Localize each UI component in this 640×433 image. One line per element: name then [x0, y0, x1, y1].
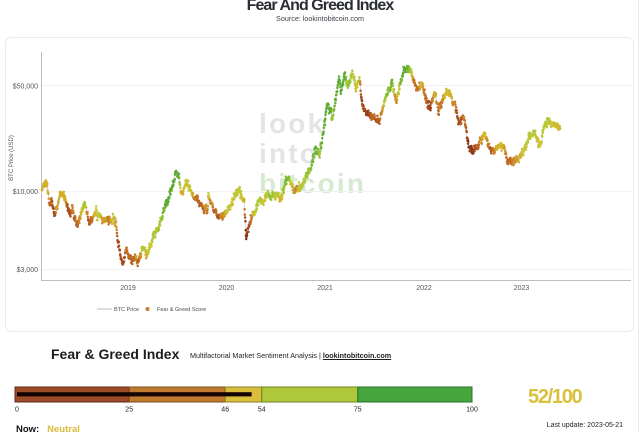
svg-text:$3,000: $3,000	[17, 267, 39, 274]
svg-text:46: 46	[221, 407, 229, 414]
svg-text:$50,000: $50,000	[13, 84, 38, 91]
svg-text:25: 25	[125, 407, 133, 414]
svg-text:look: look	[259, 108, 325, 139]
svg-text:BTC Price: BTC Price	[114, 307, 139, 313]
svg-text:54: 54	[258, 407, 266, 414]
svg-text:0: 0	[15, 407, 19, 414]
svg-text:2020: 2020	[219, 285, 235, 292]
svg-text:BTC Price (USD): BTC Price (USD)	[9, 135, 15, 181]
svg-text:Fear & Greed Score: Fear & Greed Score	[157, 307, 206, 313]
svg-text:75: 75	[354, 407, 362, 414]
svg-text:$10,000: $10,000	[13, 189, 38, 196]
svg-text:2023: 2023	[514, 285, 530, 292]
svg-text:into: into	[259, 138, 319, 169]
svg-text:100: 100	[466, 407, 478, 414]
svg-text:2021: 2021	[317, 285, 333, 292]
svg-text:2019: 2019	[120, 285, 136, 292]
svg-text:2022: 2022	[416, 285, 432, 292]
